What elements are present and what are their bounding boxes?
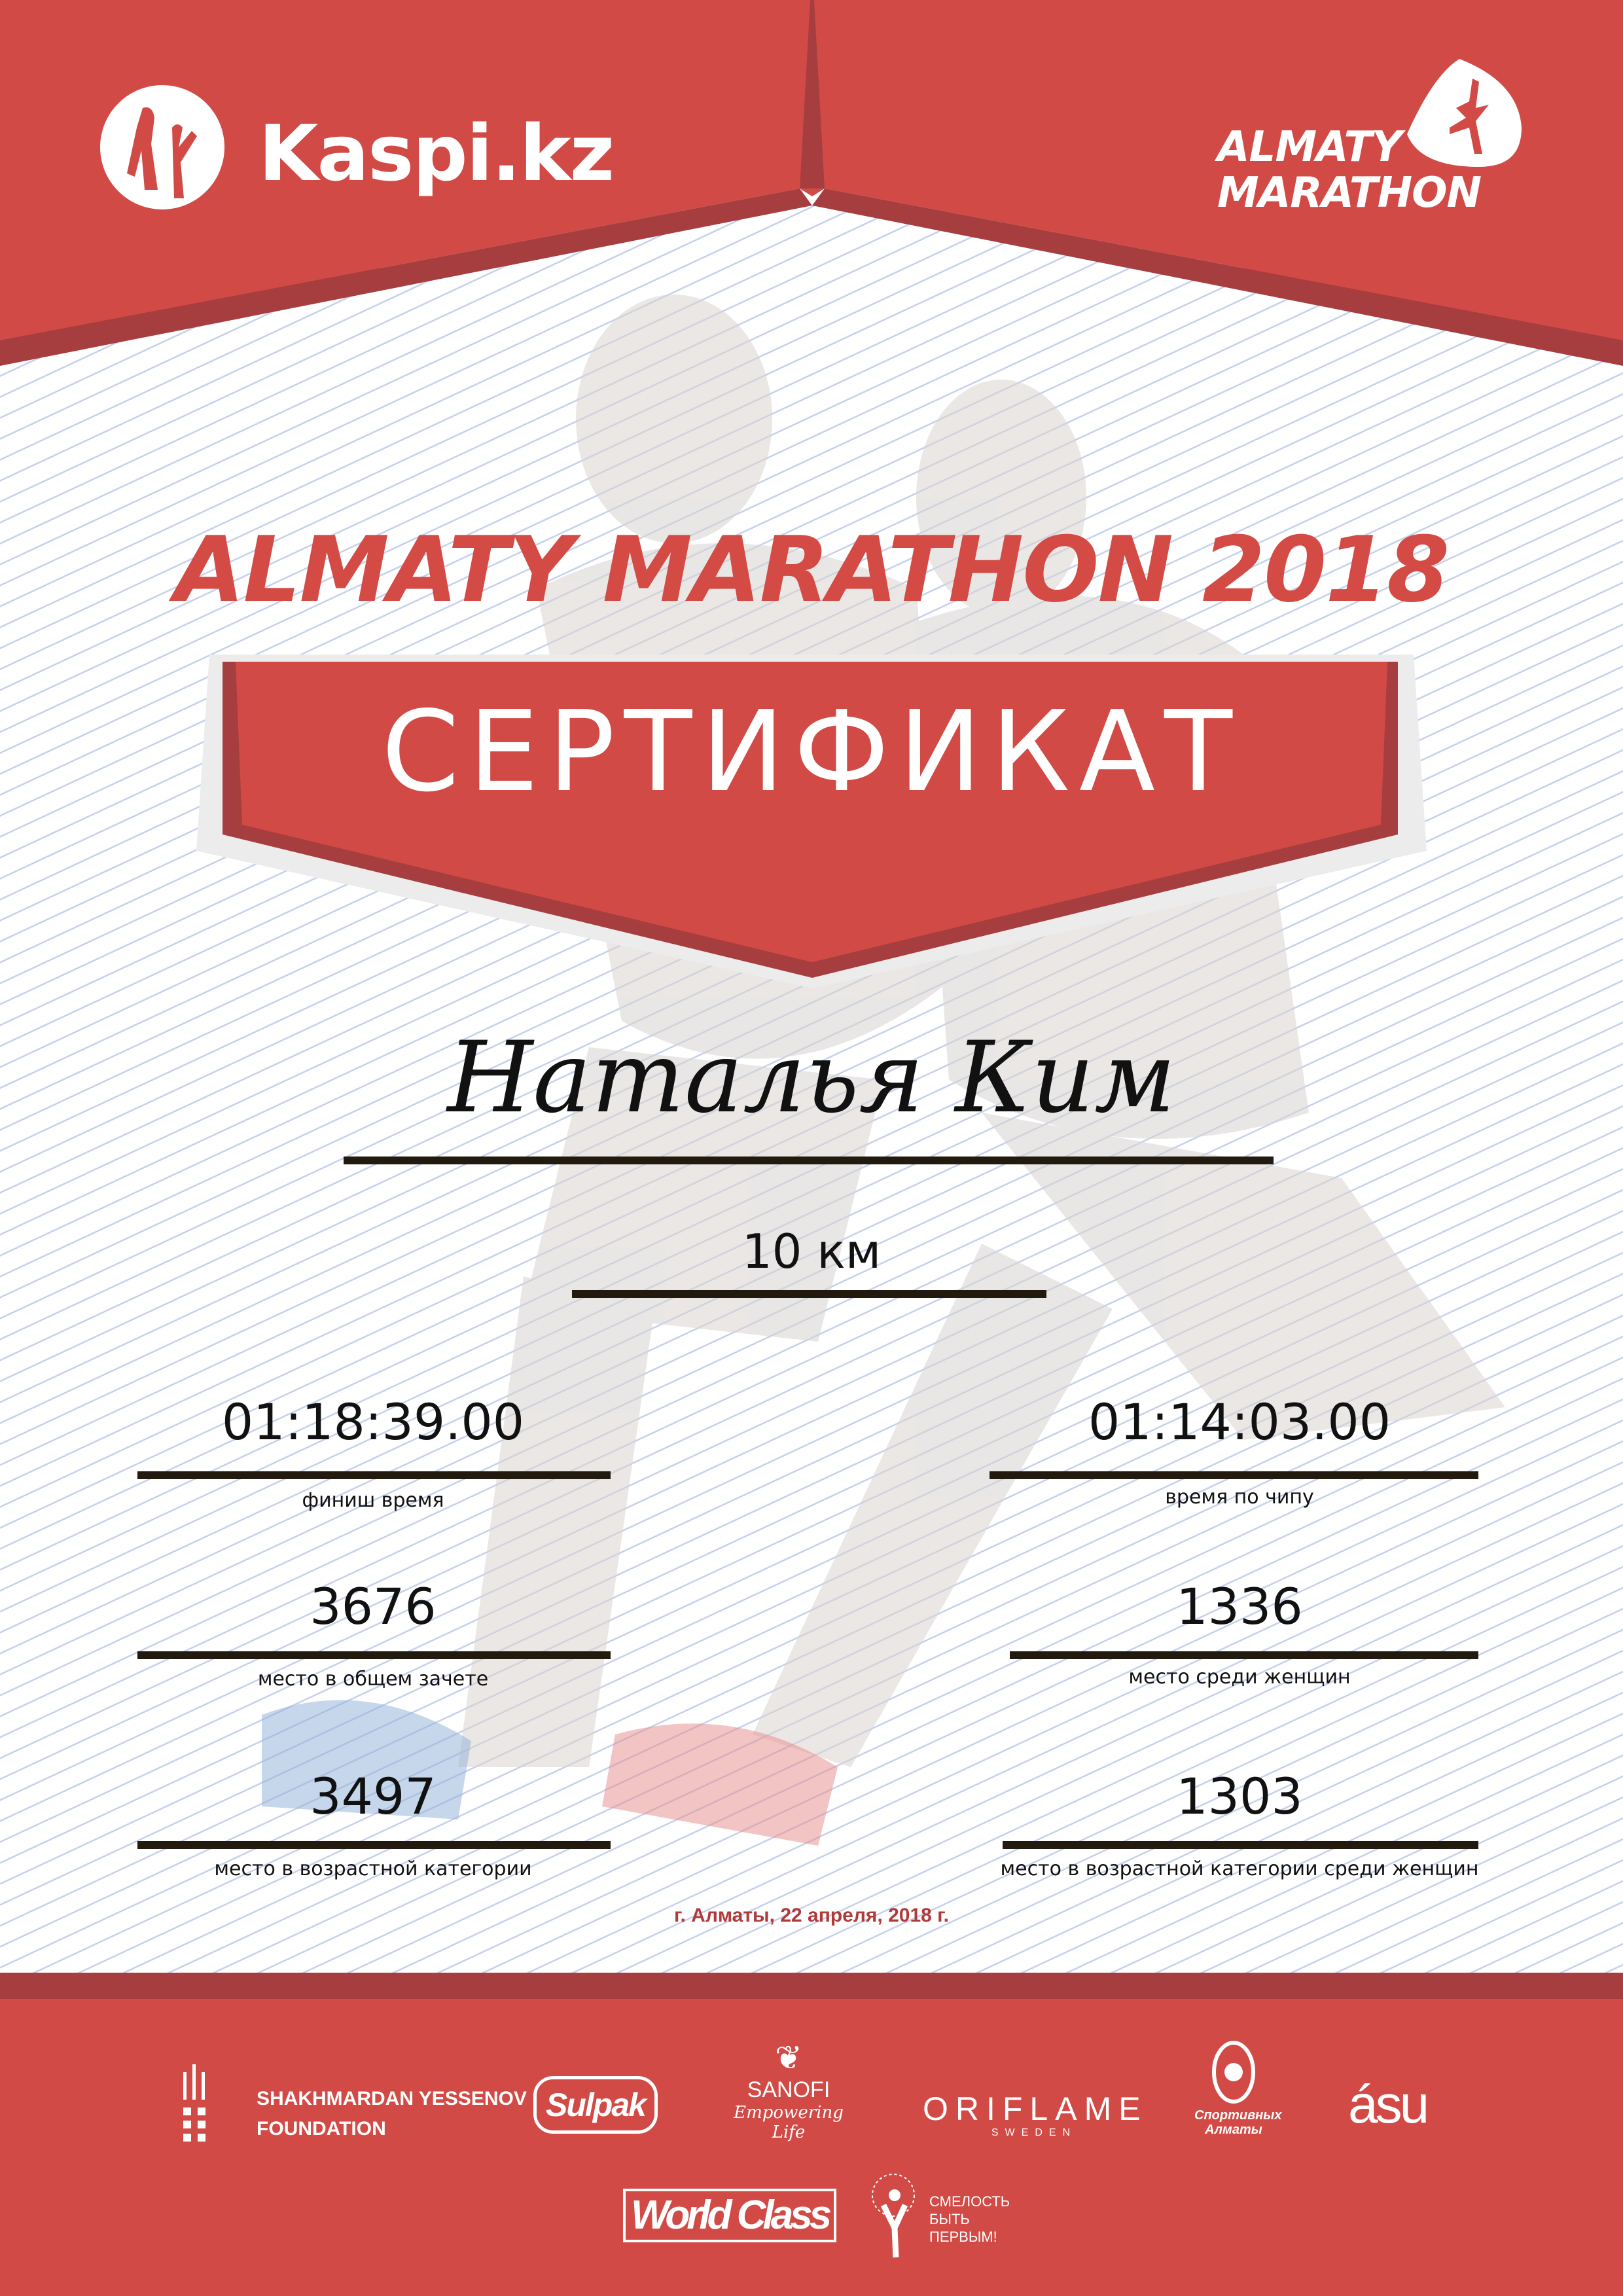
age-women-place-value: 1303 — [1176, 1767, 1303, 1825]
logo-line-1: ALMATY — [1217, 123, 1402, 171]
sponsors-footer: SHAKHMARDAN YESSENOV FOUNDATION Sulpak ❦… — [0, 1999, 1623, 2296]
fund-line-2: БЫТЬ — [929, 2211, 970, 2227]
worldclass-logo: World Class — [623, 2189, 837, 2242]
overall-place-value: 3676 — [310, 1577, 437, 1636]
fund-line-3: ПЕРВЫМ! — [929, 2229, 997, 2245]
date-location: г. Алматы, 22 апреля, 2018 г. — [674, 1905, 949, 1926]
fund-logo-text: СМЕЛОСТЬ БЫТЬ ПЕРВЫМ! — [929, 2193, 1010, 2246]
age-place-underline — [137, 1841, 611, 1849]
women-place-value: 1336 — [1176, 1577, 1303, 1636]
distance-underline — [572, 1290, 1046, 1298]
yessenov-foundation-icon — [183, 2064, 205, 2142]
sport-almaty-logo: Спортивных Алматы — [1194, 2039, 1282, 2137]
overall-place-underline — [137, 1651, 611, 1659]
sanofi-tagline: Empowering Life — [734, 2103, 844, 2142]
women-place-underline — [1010, 1651, 1478, 1659]
finish-time-value: 01:18:39.00 — [221, 1393, 525, 1451]
footer-band — [0, 1973, 1623, 1999]
oriflame-name: ORIFLAME — [923, 2090, 1148, 2127]
sport-almaty-emblem-icon — [1212, 2041, 1255, 2104]
women-place-label: место среди женщин — [1128, 1666, 1351, 1689]
distance: 10 км — [741, 1224, 882, 1279]
event-title: ALMATY MARATHON 2018 — [174, 517, 1450, 622]
yessenov-line-2: FOUNDATION — [257, 2118, 386, 2140]
age-women-place-underline — [1003, 1841, 1478, 1849]
sulpak-logo: Sulpak — [533, 2076, 658, 2134]
age-place-value: 3497 — [310, 1767, 437, 1825]
chip-time-value: 01:14:03.00 — [1088, 1393, 1391, 1451]
yessenov-foundation-logo: SHAKHMARDAN YESSENOV FOUNDATION — [257, 2084, 527, 2144]
fund-runner-icon — [872, 2174, 915, 2258]
oriflame-sweden: SWEDEN — [991, 2127, 1077, 2138]
finish-time-underline — [137, 1471, 611, 1479]
yessenov-line-1: SHAKHMARDAN YESSENOV — [257, 2088, 527, 2109]
fund-line-1: СМЕЛОСТЬ — [929, 2193, 1010, 2210]
kaspi-logo-text: Kaspi.kz — [259, 108, 615, 198]
sport-almaty-name: Спортивных Алматы — [1194, 2108, 1282, 2137]
age-women-place-label: место в возрастной категории среди женщи… — [1000, 1857, 1479, 1880]
age-place-label: место в возрастной категории — [214, 1857, 532, 1880]
sanofi-bird-icon: ❦ — [775, 2039, 802, 2076]
chip-time-label: время по чипу — [1165, 1486, 1314, 1509]
finish-time-label: финиш время — [302, 1489, 444, 1512]
certificate-banner — [196, 655, 1427, 988]
participant-name: Наталья Ким — [447, 1021, 1176, 1135]
sanofi-logo: ❦ SANOFI Empowering Life — [726, 2038, 851, 2142]
asu-logo: ásu — [1348, 2075, 1429, 2134]
name-underline — [344, 1157, 1274, 1164]
logo-line-2: MARATHON — [1217, 169, 1482, 217]
header-banner — [0, 0, 1623, 366]
overall-place-label: место в общем зачете — [257, 1668, 489, 1691]
almaty-marathon-logo: ALMATY MARATHON — [1217, 123, 1482, 217]
certificate-heading: СЕРТИФИКАТ — [382, 687, 1241, 817]
oriflame-logo: ORIFLAME SWEDEN — [923, 2090, 1145, 2139]
almaty-marathon-runner-icon — [1407, 59, 1522, 167]
kaspi-logo-icon — [100, 85, 224, 209]
sanofi-name: SANOFI — [747, 2077, 830, 2102]
chip-time-underline — [990, 1471, 1478, 1479]
